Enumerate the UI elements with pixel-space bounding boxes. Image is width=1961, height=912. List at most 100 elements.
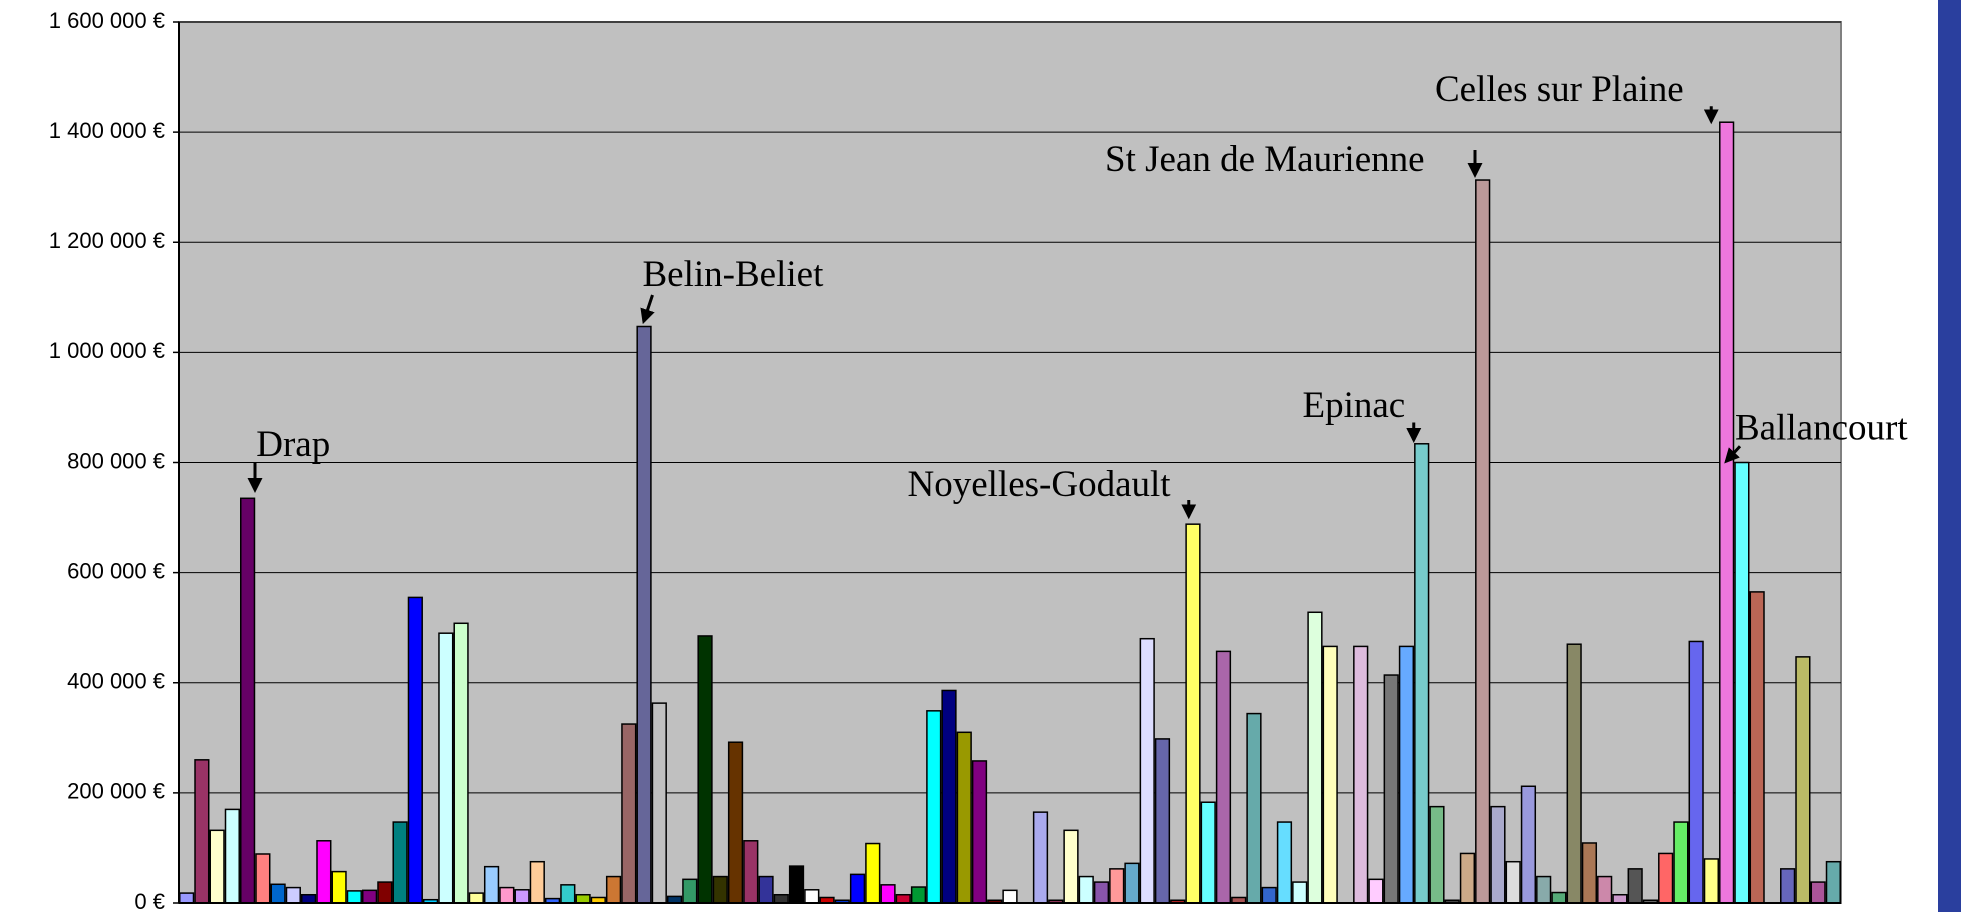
bar xyxy=(1093,881,1110,904)
bar xyxy=(1581,842,1598,904)
bar xyxy=(712,875,728,904)
bar xyxy=(285,886,301,904)
bar xyxy=(1139,637,1155,904)
bar xyxy=(621,723,637,904)
bar xyxy=(1703,858,1720,904)
bar xyxy=(910,886,927,904)
bar xyxy=(880,884,896,904)
bar xyxy=(1566,643,1582,904)
bar xyxy=(1795,656,1811,904)
bar xyxy=(209,829,225,904)
bar xyxy=(971,760,988,904)
annotation: Epinac xyxy=(1303,385,1406,426)
bar xyxy=(255,853,271,904)
bar xyxy=(194,759,210,904)
bar xyxy=(1078,875,1094,904)
bar xyxy=(1505,860,1521,904)
bar xyxy=(392,821,408,904)
bar xyxy=(1780,868,1796,904)
y-tick-label: 0 € xyxy=(134,889,165,912)
bar xyxy=(956,731,972,904)
bar xyxy=(926,710,942,904)
bar xyxy=(1597,875,1613,904)
bar xyxy=(895,893,911,904)
bar xyxy=(941,689,957,904)
annotation: Drap xyxy=(256,424,330,465)
side-strip xyxy=(1938,0,1961,912)
bar xyxy=(407,596,423,904)
bar xyxy=(1551,891,1567,904)
bar xyxy=(1475,179,1491,904)
bar xyxy=(468,892,484,904)
bar xyxy=(1688,640,1704,904)
bar xyxy=(1612,893,1628,904)
bar xyxy=(1520,785,1537,904)
bar xyxy=(1353,645,1369,904)
bar xyxy=(1536,875,1552,904)
bar xyxy=(1261,886,1277,904)
bar xyxy=(1414,443,1430,904)
bar xyxy=(1292,881,1308,904)
bar xyxy=(636,325,652,904)
bar xyxy=(1459,852,1476,904)
bar xyxy=(1109,868,1125,904)
bar xyxy=(697,635,713,904)
bar xyxy=(377,881,393,904)
bar xyxy=(1200,801,1216,904)
bar xyxy=(1749,591,1765,904)
bar xyxy=(1307,611,1323,904)
bar xyxy=(1215,650,1232,904)
bar xyxy=(483,865,500,904)
bar xyxy=(727,741,744,904)
bar xyxy=(179,892,195,904)
bar xyxy=(865,842,881,904)
bar xyxy=(438,632,454,904)
bar xyxy=(1032,811,1049,904)
bar xyxy=(1627,868,1643,904)
annotation: Noyelles-Godault xyxy=(908,464,1172,505)
bar xyxy=(1124,862,1140,904)
bar xyxy=(1368,878,1384,904)
bar xyxy=(1063,829,1079,904)
bar xyxy=(1154,738,1171,904)
bar xyxy=(743,840,759,904)
bar xyxy=(788,865,805,904)
bar xyxy=(514,889,530,904)
y-tick-label: 800 000 € xyxy=(67,448,165,473)
bar xyxy=(575,893,591,904)
bar xyxy=(605,875,622,904)
bar xyxy=(499,886,515,904)
bar xyxy=(331,870,347,904)
annotation: Ballancourt xyxy=(1735,408,1908,449)
bar xyxy=(240,497,256,904)
bar xyxy=(1185,523,1201,904)
y-tick-label: 1 600 000 € xyxy=(49,8,165,33)
bar xyxy=(1429,805,1445,904)
annotation: Celles sur Plaine xyxy=(1435,69,1684,110)
annotation-arrow xyxy=(1724,445,1742,464)
bar xyxy=(1825,860,1841,904)
bar xyxy=(1490,805,1506,904)
bar xyxy=(1658,852,1674,904)
bar xyxy=(346,890,362,904)
y-tick-label: 600 000 € xyxy=(67,558,165,583)
bar xyxy=(1734,461,1750,904)
bar xyxy=(1383,674,1399,904)
bar xyxy=(224,808,240,904)
bar xyxy=(560,884,576,904)
bar xyxy=(1810,881,1826,904)
bar xyxy=(1002,889,1018,904)
bar xyxy=(1398,645,1415,904)
y-tick-label: 200 000 € xyxy=(67,779,165,804)
bar xyxy=(804,889,820,904)
bar xyxy=(453,622,469,904)
y-tick-label: 1 200 000 € xyxy=(49,228,165,253)
annotation: St Jean de Maurienne xyxy=(1105,139,1425,180)
bar xyxy=(361,889,378,904)
bar xyxy=(1276,821,1293,904)
bar xyxy=(1673,821,1689,904)
bar xyxy=(1719,121,1735,904)
y-tick-label: 1 000 000 € xyxy=(49,338,165,363)
